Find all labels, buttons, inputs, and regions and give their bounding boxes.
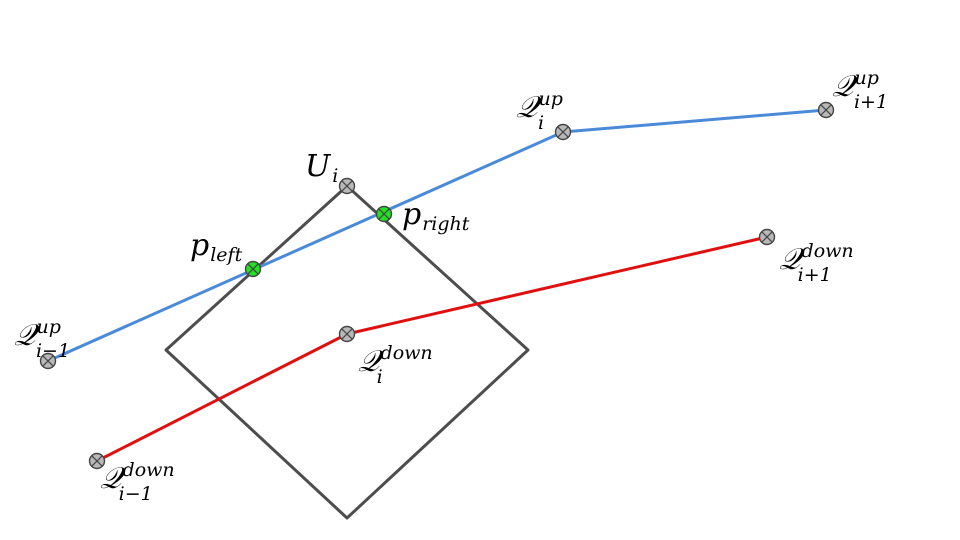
point-q-down-prev xyxy=(88,452,106,470)
point-u xyxy=(338,177,356,195)
point-q-down-cur xyxy=(338,325,356,343)
label-q-up-prev: 𝒬up i−1 xyxy=(14,316,70,362)
point-q-up-prev xyxy=(39,352,57,370)
point-marker-cross xyxy=(42,355,54,367)
point-p-left xyxy=(244,260,262,278)
label-q-down-cur: 𝒬down i xyxy=(358,342,433,388)
label-q-down-next: 𝒬down i+1 xyxy=(779,240,854,286)
square-region xyxy=(164,184,530,520)
point-q-down-next xyxy=(758,228,776,246)
point-marker-cross xyxy=(378,208,390,220)
point-marker-cross xyxy=(820,104,832,116)
point-marker-cross xyxy=(341,328,353,340)
point-marker-cross xyxy=(91,455,103,467)
point-marker-cross xyxy=(557,126,569,138)
label-q-down-prev: 𝒬down i−1 xyxy=(100,459,175,505)
point-q-up-next xyxy=(817,101,835,119)
point-marker-cross xyxy=(341,180,353,192)
point-p-right xyxy=(375,205,393,223)
point-marker-cross xyxy=(761,231,773,243)
label-p-left: pleft xyxy=(190,228,243,266)
label-q-up-cur: 𝒬up i xyxy=(516,88,563,134)
point-marker-cross xyxy=(247,263,259,275)
label-q-up-next: 𝒬up i+1 xyxy=(832,67,888,113)
point-q-up-cur xyxy=(554,123,572,141)
up-polyline xyxy=(46,108,828,363)
label-p-right: pright xyxy=(402,197,470,235)
